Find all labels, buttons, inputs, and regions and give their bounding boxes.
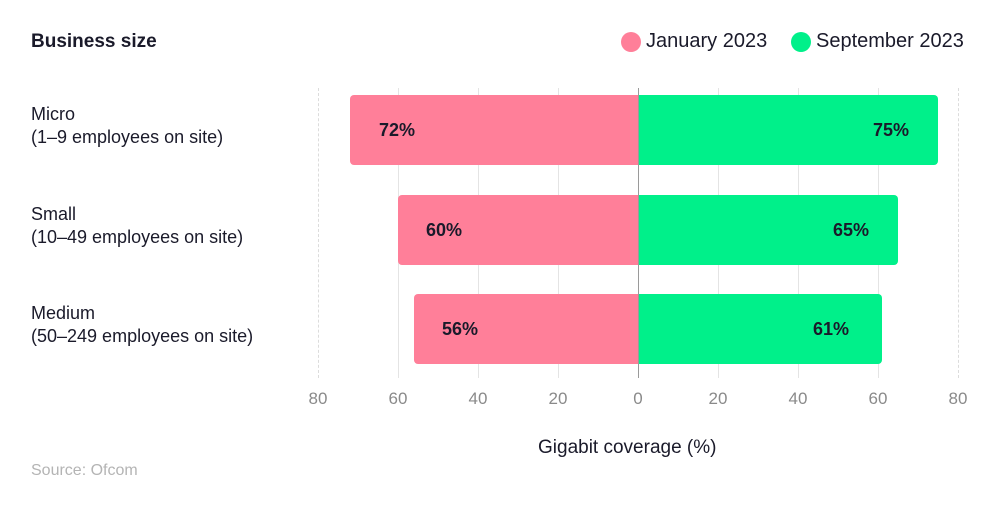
bar-value-label: 65%: [832, 220, 869, 240]
category-name: Medium: [31, 303, 96, 323]
zero-axis-line: [638, 88, 639, 378]
legend-swatch-september-icon: [791, 31, 811, 52]
bar-value-label: 75%: [872, 120, 909, 140]
x-tick: 80: [948, 389, 968, 408]
legend-swatch-january-icon: [621, 31, 641, 52]
bar-micro-september: 75%: [638, 95, 938, 165]
bar-value-label: 72%: [379, 120, 416, 140]
source-note: Source: Ofcom: [31, 462, 138, 479]
gridline: [958, 88, 959, 378]
category-label-small: Small (10–49 employees on site): [31, 203, 243, 249]
x-tick: 60: [388, 389, 408, 408]
x-tick: 20: [708, 389, 728, 408]
chart-title: Business size: [31, 31, 157, 52]
legend-item-september-2023: September 2023: [791, 30, 964, 53]
legend-label: September 2023: [816, 30, 964, 52]
legend-item-january-2023: January 2023: [621, 30, 767, 53]
x-tick: 0: [633, 389, 643, 408]
bar-small-january: 60%: [398, 195, 638, 265]
category-sub: (10–49 employees on site): [31, 227, 244, 247]
bar-medium-january: 56%: [414, 294, 638, 364]
category-label-micro: Micro (1–9 employees on site): [31, 103, 223, 149]
x-tick: 80: [308, 389, 328, 408]
bar-value-label: 61%: [812, 319, 849, 339]
x-tick: 40: [788, 389, 808, 408]
x-axis-label: Gigabit coverage (%): [538, 437, 717, 458]
category-sub: (50–249 employees on site): [31, 326, 254, 346]
bar-value-label: 56%: [442, 319, 479, 339]
bar-small-september: 65%: [638, 195, 898, 265]
x-tick: 60: [868, 389, 888, 408]
gridline: [318, 88, 319, 378]
category-sub: (1–9 employees on site): [31, 127, 224, 147]
x-tick: 20: [548, 389, 568, 408]
category-name: Micro: [31, 104, 75, 124]
category-name: Small: [31, 204, 77, 224]
category-label-medium: Medium (50–249 employees on site): [31, 302, 253, 348]
bar-medium-september: 61%: [638, 294, 882, 364]
x-tick: 40: [468, 389, 488, 408]
bar-micro-january: 72%: [350, 95, 638, 165]
bar-value-label: 60%: [426, 220, 463, 240]
legend-label: January 2023: [646, 30, 768, 52]
